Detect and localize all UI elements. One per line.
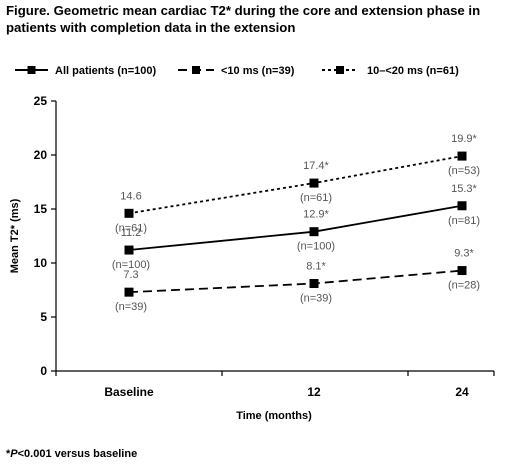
footnote: *P<0.001 versus baseline	[6, 448, 137, 460]
series-1-value-label-1: 8.1*	[306, 261, 326, 273]
series-0-n-label-0: (n=100)	[112, 259, 150, 271]
series-2-value-label-1: 17.4*	[303, 160, 329, 172]
series-1-marker-1	[309, 279, 319, 289]
series-2-marker-0	[124, 208, 134, 218]
series-2-value-label-0: 14.6	[120, 190, 141, 202]
y-tick-label-4: 20	[34, 148, 48, 162]
series-line-2	[128, 155, 463, 215]
series-0-value-label-1: 12.9*	[303, 209, 329, 221]
y-tick-label-3: 15	[34, 202, 48, 216]
x-tick-label-1: 12	[307, 385, 321, 399]
series-0-n-label-1: (n=100)	[297, 241, 335, 253]
y-axis-title: Mean T2* (ms)	[9, 198, 21, 273]
y-tick-label-2: 10	[34, 256, 48, 270]
chart-title: Figure. Geometric mean cardiac T2* durin…	[6, 3, 481, 35]
series-1-marker-2	[457, 266, 467, 276]
legend-label-2: 10–<20 ms (n=61)	[367, 65, 459, 77]
series-1-value-label-0: 7.3	[123, 269, 138, 281]
series-2-n-label-0: (n=61)	[115, 222, 147, 234]
series-0-value-label-2: 15.3*	[451, 183, 477, 195]
footnote-italic: P	[10, 448, 18, 460]
series-2-n-label-2: (n=53)	[448, 165, 480, 177]
series-0-n-label-2: (n=81)	[448, 215, 480, 227]
y-tick-label-0: 0	[40, 364, 47, 378]
x-tick-label-0: Baseline	[104, 385, 154, 399]
footnote-text: <0.001 versus baseline	[17, 448, 138, 460]
series-line-0	[128, 204, 463, 251]
series-2-value-label-2: 19.9*	[451, 133, 477, 145]
series-2-marker-2	[457, 151, 467, 161]
series-1-n-label-1: (n=39)	[300, 293, 332, 305]
series-line-1	[128, 269, 463, 294]
series-2-marker-1	[309, 178, 319, 188]
x-tick-label-2: 24	[455, 385, 469, 399]
legend-label-1: <10 ms (n=39)	[221, 65, 295, 77]
series-1-marker-0	[124, 287, 134, 297]
legend-label-0: All patients (n=100)	[55, 65, 157, 77]
series-1-value-label-2: 9.3*	[454, 248, 474, 260]
series-1-n-label-0: (n=39)	[115, 301, 147, 313]
series-0-marker-1	[309, 227, 319, 237]
legend-marker-1	[192, 66, 200, 74]
footnote-prefix: *	[6, 448, 11, 460]
series-0-value-label-0: 11.2	[121, 227, 142, 239]
legend-marker-0	[27, 66, 36, 74]
series-0-marker-0	[124, 245, 134, 255]
x-axis-title: Time (months)	[236, 410, 312, 422]
series-0-marker-2	[457, 201, 467, 211]
series-1-n-label-2: (n=28)	[448, 280, 480, 292]
series-2-n-label-1: (n=61)	[300, 192, 332, 204]
legend-marker-2	[336, 66, 344, 74]
y-tick-label-5: 25	[34, 94, 48, 108]
y-tick-label-1: 5	[40, 310, 47, 324]
